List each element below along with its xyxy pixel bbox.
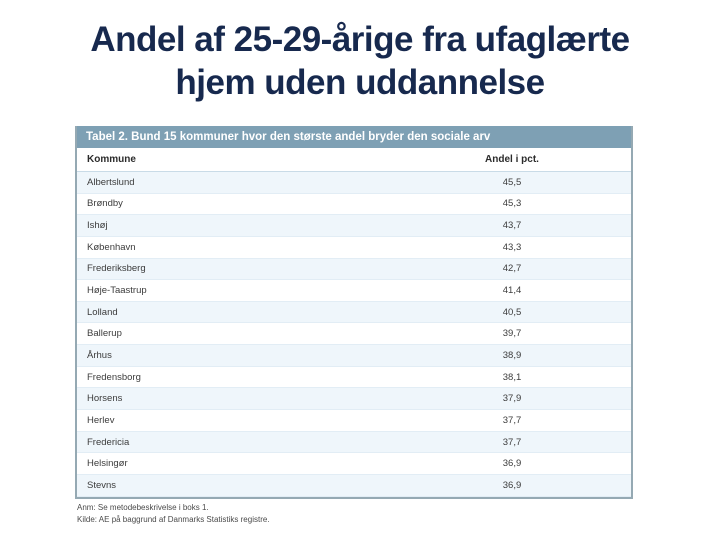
table: Tabel 2. Bund 15 kommuner hvor den størs… (75, 126, 633, 499)
table-row: Brøndby 45,3 (77, 193, 631, 216)
column-header-andel: Andel i pct. (485, 154, 539, 165)
andel-cell: 40,5 (502, 306, 522, 318)
andel-cell: 39,7 (502, 328, 522, 340)
kommune-cell: Albertslund (87, 176, 135, 188)
table-row: Herlev 37,7 (77, 410, 631, 432)
andel-cell: 37,7 (502, 436, 522, 448)
table-row: København 43,3 (77, 236, 631, 259)
table-row: Fredensborg 38,1 (77, 366, 631, 389)
slide-title-line-1: Andel af 25-29-årige fra ufaglærte (90, 20, 630, 59)
table-row: Albertslund 45,5 (77, 172, 631, 194)
andel-cell: 42,7 (502, 263, 522, 275)
kommune-cell: Fredensborg (87, 371, 141, 383)
table-caption: Tabel 2. Bund 15 kommuner hvor den størs… (77, 126, 631, 148)
andel-cell: 36,9 (502, 479, 522, 491)
note-anm: Anm: Se metodebeskrivelse i boks 1. (77, 503, 209, 512)
note-kilde: Kilde: AE på baggrund af Danmarks Statis… (77, 514, 270, 524)
slide-title-line-2: hjem uden uddannelse (175, 63, 545, 102)
kommune-cell: Fredericia (87, 436, 130, 448)
kommune-cell: Brøndby (87, 198, 123, 210)
kommune-cell: Stevns (87, 479, 117, 491)
andel-cell: 43,7 (502, 220, 522, 232)
kommune-cell: Ballerup (87, 328, 122, 340)
table-row: Ballerup 39,7 (77, 323, 631, 346)
kommune-cell: Århus (87, 349, 112, 361)
table-column-header: Kommune Andel i pct. (77, 148, 631, 172)
table-rows: Albertslund 45,5 Brøndby 45,3 Ishøj 43,7… (77, 172, 631, 497)
kommune-cell: Ishøj (87, 220, 108, 232)
table-row: Århus 38,9 (77, 345, 631, 367)
table-row: Ishøj 43,7 (77, 215, 631, 237)
table-row: Lolland 40,5 (77, 301, 631, 324)
andel-cell: 43,3 (502, 241, 522, 253)
andel-cell: 38,9 (502, 349, 522, 361)
slide-title: Andel af 25-29-årige fra ufaglærte hjem … (0, 18, 720, 104)
kommune-cell: Helsingør (87, 458, 128, 470)
andel-cell: 37,9 (502, 393, 522, 405)
andel-cell: 37,7 (502, 414, 522, 426)
table-notes: Anm: Se metodebeskrivelse i boks 1. Kild… (77, 502, 270, 525)
kommune-cell: Høje-Taastrup (87, 285, 147, 297)
andel-cell: 38,1 (502, 371, 522, 383)
table-row: Fredericia 37,7 (77, 431, 631, 454)
table-row: Helsingør 36,9 (77, 453, 631, 475)
table-row: Horsens 37,9 (77, 388, 631, 411)
kommune-cell: København (87, 241, 136, 253)
column-header-kommune: Kommune (87, 154, 136, 165)
andel-cell: 36,9 (502, 458, 522, 470)
kommune-cell: Frederiksberg (87, 263, 146, 275)
table-row: Stevns 36,9 (77, 474, 631, 497)
kommune-cell: Herlev (87, 414, 115, 426)
andel-cell: 41,4 (502, 285, 522, 297)
table-row: Frederiksberg 42,7 (77, 258, 631, 281)
kommune-cell: Lolland (87, 306, 118, 318)
andel-cell: 45,3 (502, 198, 522, 210)
andel-cell: 45,5 (502, 176, 522, 188)
table-row: Høje-Taastrup 41,4 (77, 280, 631, 302)
kommune-cell: Horsens (87, 393, 123, 405)
